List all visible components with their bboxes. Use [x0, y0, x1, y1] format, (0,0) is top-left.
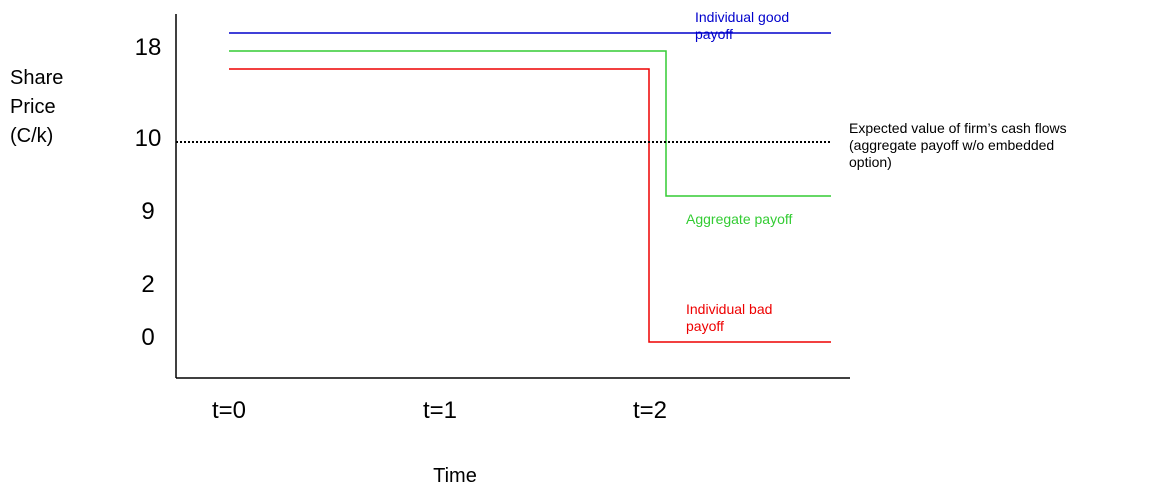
y-tick-label-2: 2	[141, 271, 154, 298]
tick-labels: 18 10 9 2 0 t=0 t=1 t=2	[135, 34, 667, 424]
x-tick-label-t-2: t=2	[633, 397, 667, 424]
series-label-individual-good-payoff: Individual good payoff	[695, 9, 789, 42]
y-tick-label-10: 10	[135, 125, 162, 152]
series-label-aggregate-payoff: Aggregate payoff	[686, 211, 792, 227]
series-labels: Individual good payoff Aggregate payoff Ind…	[686, 9, 1067, 334]
x-tick-label-t-1: t=1	[423, 397, 457, 424]
series-label-individual-bad-payoff: Individual bad payoff	[686, 301, 772, 334]
axis-titles: Share Price (C/k) Time	[10, 67, 477, 487]
y-tick-label-9: 9	[141, 198, 154, 225]
series-line-aggregate-payoff	[229, 50, 831, 197]
axes	[175, 14, 850, 379]
series-lines	[176, 32, 831, 343]
x-tick-label-t-0: t=0	[212, 397, 246, 424]
x-axis-title: Time	[433, 465, 477, 487]
series-line-individual-bad-payoff	[229, 68, 831, 343]
y-axis-title: Share Price (C/k)	[10, 67, 63, 147]
series-label-expected-value-of-firm-s-cash-flows-aggr: Expected value of firm’s cash flows (aggr…	[849, 120, 1067, 170]
y-tick-label-0: 0	[141, 324, 154, 351]
y-tick-label-18: 18	[135, 34, 162, 61]
